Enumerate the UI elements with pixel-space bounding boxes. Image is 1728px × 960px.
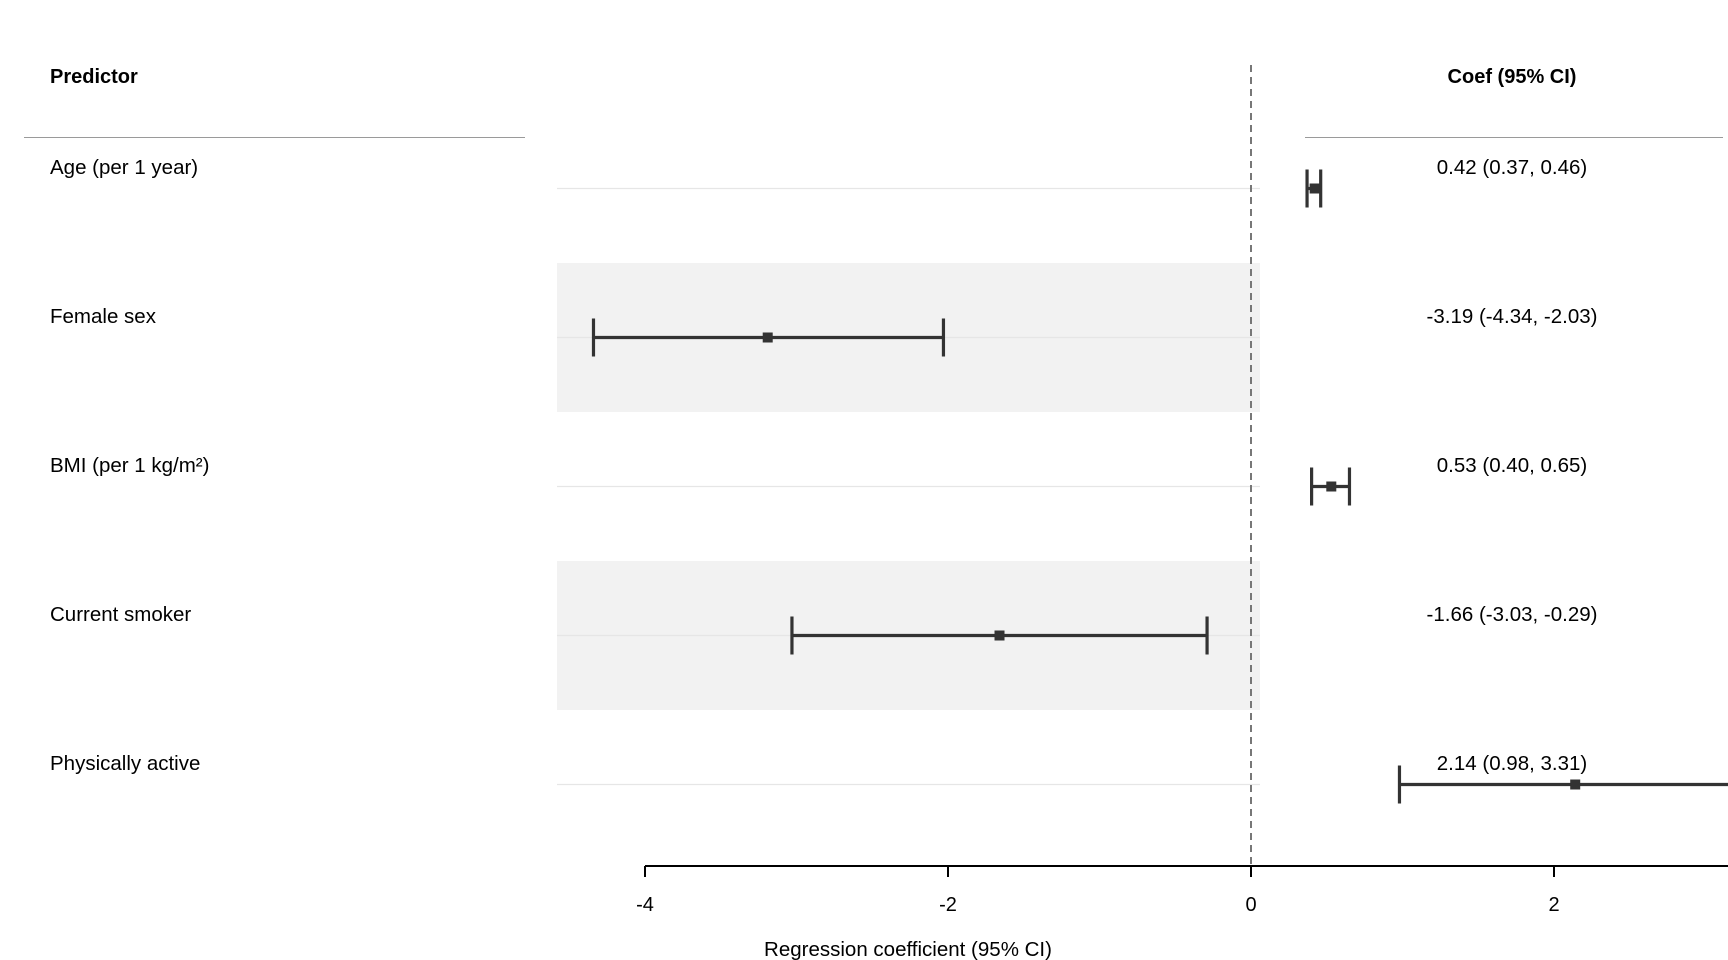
- x-tick-label: 2: [1548, 894, 1559, 916]
- point-estimate: [1309, 183, 1320, 194]
- coef-value: 0.42 (0.37, 0.46): [1436, 156, 1588, 179]
- coef-value: 0.53 (0.40, 0.65): [1436, 454, 1588, 477]
- coef-value: -1.66 (-3.03, -0.29): [1426, 603, 1598, 626]
- x-tick-label: -2: [939, 894, 957, 916]
- x-tick-label: -4: [636, 894, 654, 916]
- row-label: Physically active: [50, 752, 201, 775]
- row-label: Current smoker: [50, 603, 192, 626]
- point-estimate: [994, 630, 1005, 641]
- point-estimate: [762, 332, 773, 343]
- coef-value: -3.19 (-4.34, -2.03): [1426, 305, 1598, 328]
- coef-value: 2.14 (0.98, 3.31): [1436, 752, 1588, 775]
- x-tick-label: 0: [1245, 894, 1256, 916]
- right-header-rule: [1305, 137, 1723, 138]
- predictor-column-header: Predictor: [50, 66, 138, 88]
- point-estimate: [1570, 779, 1581, 790]
- row-label: Age (per 1 year): [50, 156, 199, 179]
- x-axis-label: Regression coefficient (95% CI): [764, 938, 1052, 960]
- left-header-rule: [24, 137, 525, 138]
- row-label: Female sex: [50, 305, 156, 328]
- coef-column-header: Coef (95% CI): [1447, 66, 1577, 88]
- point-estimate: [1326, 481, 1337, 492]
- row-label: BMI (per 1 kg/m²): [50, 454, 210, 477]
